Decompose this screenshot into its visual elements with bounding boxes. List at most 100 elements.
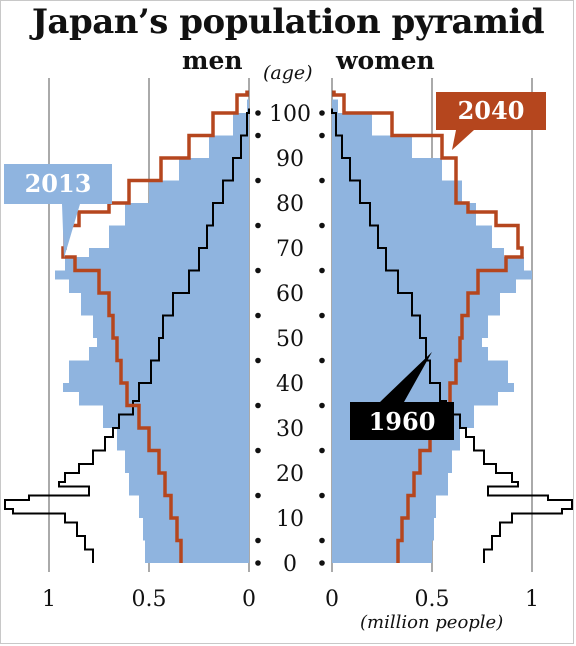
bar-2013-women — [332, 270, 532, 280]
age-tick-dot — [255, 447, 261, 454]
bar-2013-women — [332, 315, 488, 338]
line-1960-men — [4, 108, 250, 563]
age-tick-dot — [255, 357, 261, 364]
bar-2013-men — [89, 347, 249, 361]
age-tick-label: 0 — [283, 552, 297, 577]
bar-2013-men — [117, 428, 249, 451]
bar-2013-women — [332, 248, 504, 257]
bar-2013-men — [109, 225, 249, 248]
callouts: 2013 2040 1960 — [4, 92, 546, 440]
bar-2013-men — [247, 99, 249, 113]
age-tick-dot — [255, 560, 261, 566]
age-tick-dot — [319, 132, 325, 139]
bar-2013-men — [93, 315, 249, 338]
age-tick-label: 80 — [276, 192, 304, 217]
age-tick-dot — [255, 402, 261, 409]
callout-2013-label: 2013 — [25, 169, 92, 198]
bar-2013-men — [63, 383, 249, 392]
bar-2013-men — [81, 293, 249, 316]
bar-2013-women — [332, 518, 434, 541]
bar-2013-women — [332, 383, 514, 392]
x-axis: 1 0.5 0 0 0.5 1 — [42, 587, 539, 612]
bar-2013-women — [332, 158, 442, 181]
age-tick-label: 60 — [276, 282, 304, 307]
bar-2013-women — [332, 473, 448, 496]
age-tick-dot — [255, 492, 261, 499]
bar-2013-men — [55, 270, 249, 280]
age-tick-dot — [319, 312, 325, 319]
callout-2013-box — [4, 164, 112, 258]
bar-2013-women — [332, 450, 452, 473]
age-tick-dot — [319, 222, 325, 229]
unit-label: (million people) — [360, 612, 504, 633]
age-tick-dot — [319, 560, 325, 566]
men-header: men — [182, 46, 243, 75]
page-title: Japan’s population pyramid — [31, 2, 545, 42]
bar-2013-women — [332, 279, 516, 293]
bar-2013-men — [69, 360, 249, 383]
bar-2013-men — [233, 113, 249, 136]
age-tick-dot — [255, 267, 261, 274]
bar-2013-women — [332, 203, 476, 226]
callout-1960-label: 1960 — [369, 407, 436, 436]
bar-2013-men — [125, 450, 249, 473]
bar-2013-women — [332, 225, 492, 248]
bar-2013-men — [129, 473, 249, 496]
age-tick-dot — [255, 537, 261, 544]
age-tick-dot — [255, 222, 261, 229]
women-header: women — [336, 46, 435, 75]
age-tick-dot — [319, 402, 325, 409]
bar-2013-women — [332, 495, 436, 518]
bar-2013-men — [125, 203, 249, 226]
bar-2013-women — [332, 540, 432, 563]
bar-2013-men — [103, 405, 249, 428]
x-tick-label-men: 0 — [242, 587, 256, 612]
age-tick-label: 90 — [276, 147, 304, 172]
callout-2040-label: 2040 — [458, 96, 525, 125]
age-tick-dot — [319, 537, 325, 544]
age-tick-dot — [319, 267, 325, 274]
bar-2013-women — [332, 99, 338, 113]
bar-2013-women — [332, 338, 482, 347]
line-2040-men — [61, 90, 249, 563]
series-2013-bars — [55, 99, 532, 563]
bar-2013-men — [209, 135, 249, 158]
x-tick-label-women: 0.5 — [415, 587, 450, 612]
line-2040-women — [332, 90, 524, 563]
bar-2013-women — [332, 293, 500, 316]
bar-2013-men — [97, 338, 249, 347]
bar-2013-men — [139, 495, 249, 518]
age-tick-dot — [255, 110, 261, 116]
age-tick-dot — [255, 177, 261, 184]
age-tick-label: 10 — [276, 507, 304, 532]
age-tick-dot — [319, 177, 325, 184]
age-tick-dot — [319, 492, 325, 499]
age-tick-dot — [255, 312, 261, 319]
age-axis: 0 10 20 30 40 50 60 70 80 90 100 — [255, 102, 325, 577]
bar-2013-men — [89, 248, 249, 257]
bar-2013-men — [179, 158, 249, 181]
age-tick-label: 20 — [276, 462, 304, 487]
age-tick-label: 70 — [276, 237, 304, 262]
age-tick-label: 50 — [276, 327, 304, 352]
age-tick-dot — [319, 447, 325, 454]
age-header: (age) — [263, 62, 313, 84]
x-tick-label-women: 0 — [325, 587, 339, 612]
callout-1960-box — [350, 352, 454, 440]
bar-2013-men — [149, 180, 249, 203]
bar-2013-men — [145, 540, 249, 563]
bar-2013-women — [332, 257, 524, 271]
x-tick-label-women: 1 — [525, 587, 539, 612]
bar-2013-men — [79, 392, 249, 406]
age-tick-dot — [255, 132, 261, 139]
bar-2013-men — [69, 279, 249, 293]
bar-2013-men — [65, 257, 249, 271]
bar-2013-women — [332, 135, 412, 158]
age-tick-label: 100 — [269, 102, 311, 127]
series-2040 — [61, 90, 524, 563]
bar-2013-women — [332, 113, 372, 136]
bar-2013-women — [332, 347, 488, 361]
callout-2040-box — [436, 92, 546, 150]
